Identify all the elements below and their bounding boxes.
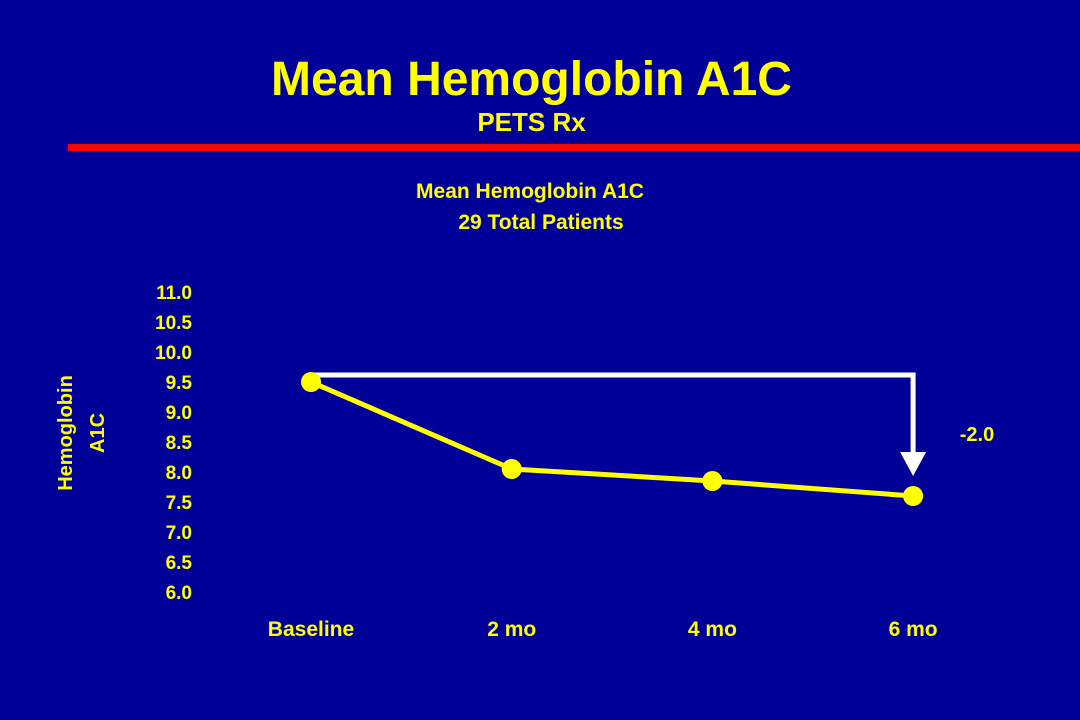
y-tick-label: 6.5	[166, 553, 193, 574]
y-tick-label: 7.0	[166, 523, 192, 544]
y-axis-label: Hemoglobin A1C	[55, 375, 109, 491]
x-tick-label: Baseline	[268, 618, 354, 641]
y-tick-label: 8.0	[166, 463, 192, 484]
y-tick-label: 6.0	[166, 583, 192, 604]
chart-title-group: Mean Hemoglobin A1C 29 Total Patients	[416, 180, 644, 234]
y-tick-label: 9.0	[166, 403, 192, 424]
x-tick-label: 6 mo	[889, 618, 938, 641]
chart-title: Mean Hemoglobin A1C	[416, 180, 644, 203]
arrow-head	[900, 452, 927, 476]
y-tick-label: 10.0	[155, 343, 192, 364]
series-path	[310, 379, 914, 499]
y-tick-label: 10.5	[155, 313, 192, 334]
change-arrow	[311, 372, 927, 476]
title-divider	[68, 144, 1080, 151]
y-tick-label: 8.5	[166, 433, 193, 454]
slide-subtitle: PETS Rx	[477, 107, 586, 137]
y-tick-label: 7.5	[166, 493, 193, 514]
y-tick-label: 11.0	[156, 283, 192, 304]
y-axis-label-line-1: Hemoglobin	[55, 375, 77, 491]
y-axis-label-line-2: A1C	[87, 413, 109, 453]
x-tick-label: 4 mo	[688, 618, 737, 641]
data-point	[702, 471, 723, 491]
y-tick-label: 9.5	[166, 373, 193, 394]
data-point	[501, 459, 522, 479]
data-point	[903, 486, 924, 506]
x-tick-label: 2 mo	[487, 618, 536, 641]
x-axis-ticks: Baseline 2 mo 4 mo 6 mo	[268, 618, 938, 641]
chart-subtitle: 29 Total Patients	[458, 211, 623, 234]
y-axis-ticks: 11.0 10.5 10.0 9.5 9.0 8.5 8.0 7.5 7.0 6.5 6.0	[155, 283, 192, 604]
arrow-bracket	[311, 372, 916, 454]
data-point	[301, 372, 321, 392]
series-line	[301, 372, 924, 506]
change-annotation: -2.0	[960, 424, 994, 446]
slide-title: Mean Hemoglobin A1C	[271, 53, 792, 106]
